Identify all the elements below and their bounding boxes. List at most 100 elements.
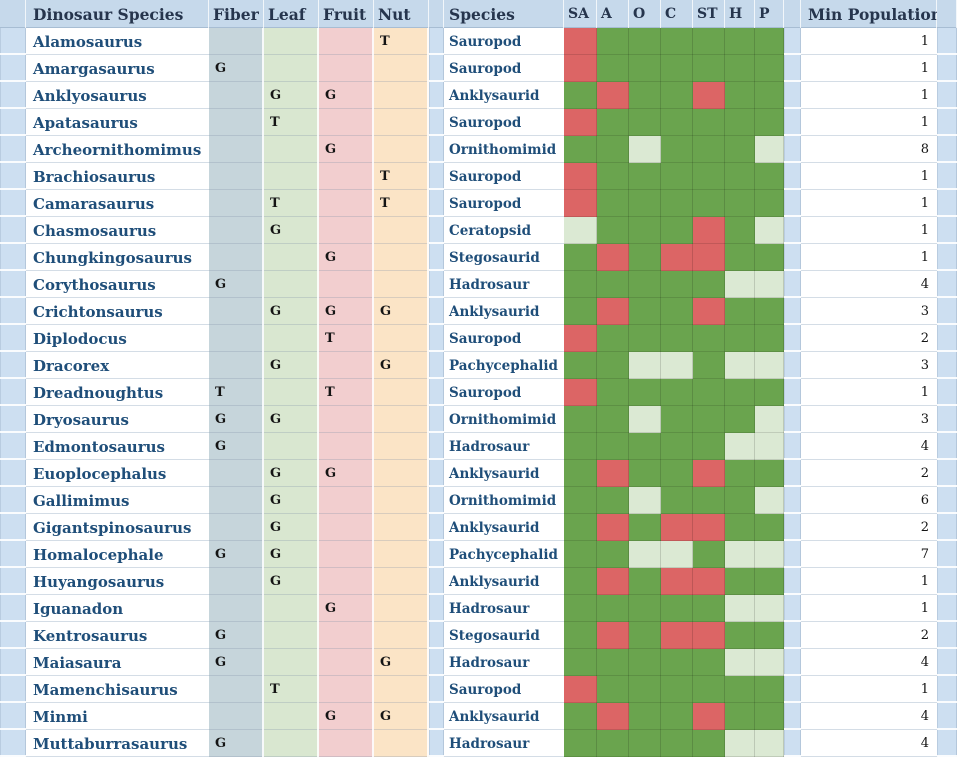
dinosaur-name-cell[interactable]: Gallimimus bbox=[26, 487, 209, 514]
dinosaur-name-cell[interactable]: Muttaburrasaurus bbox=[26, 730, 209, 757]
fruit-cell[interactable] bbox=[319, 649, 374, 676]
min-population-cell[interactable]: 4 bbox=[801, 433, 937, 460]
nut-cell[interactable] bbox=[374, 271, 429, 298]
min-population-cell[interactable]: 1 bbox=[801, 379, 937, 406]
fruit-cell[interactable]: T bbox=[319, 379, 374, 406]
fruit-cell[interactable] bbox=[319, 217, 374, 244]
matrix-cell-h[interactable] bbox=[725, 433, 755, 460]
matrix-cell-c[interactable] bbox=[661, 595, 693, 622]
species-cell[interactable]: Ornithomimid bbox=[444, 406, 564, 433]
nut-cell[interactable] bbox=[374, 487, 429, 514]
species-cell[interactable]: Anklysaurid bbox=[444, 703, 564, 730]
species-cell[interactable]: Anklysaurid bbox=[444, 568, 564, 595]
matrix-cell-o[interactable] bbox=[629, 568, 661, 595]
dinosaur-name-cell[interactable]: Alamosaurus bbox=[26, 28, 209, 55]
leaf-cell[interactable]: G bbox=[264, 82, 319, 109]
fruit-cell[interactable] bbox=[319, 190, 374, 217]
fiber-cell[interactable] bbox=[209, 109, 264, 136]
matrix-cell-sa[interactable] bbox=[564, 325, 597, 352]
matrix-cell-sa[interactable] bbox=[564, 487, 597, 514]
matrix-cell-p[interactable] bbox=[755, 433, 784, 460]
fiber-cell[interactable]: G bbox=[209, 271, 264, 298]
matrix-cell-h[interactable] bbox=[725, 352, 755, 379]
matrix-cell-c[interactable] bbox=[661, 352, 693, 379]
column-header-leaf[interactable]: Leaf bbox=[264, 0, 319, 28]
species-cell[interactable]: Anklysaurid bbox=[444, 298, 564, 325]
matrix-cell-h[interactable] bbox=[725, 325, 755, 352]
min-population-cell[interactable]: 6 bbox=[801, 487, 937, 514]
min-population-cell[interactable]: 3 bbox=[801, 406, 937, 433]
nut-cell[interactable]: G bbox=[374, 352, 429, 379]
matrix-cell-a[interactable] bbox=[597, 487, 629, 514]
min-population-cell[interactable]: 2 bbox=[801, 325, 937, 352]
leaf-cell[interactable]: G bbox=[264, 217, 319, 244]
species-cell[interactable]: Hadrosaur bbox=[444, 730, 564, 757]
matrix-cell-sa[interactable] bbox=[564, 541, 597, 568]
matrix-cell-o[interactable] bbox=[629, 676, 661, 703]
nut-cell[interactable] bbox=[374, 541, 429, 568]
fiber-cell[interactable] bbox=[209, 325, 264, 352]
matrix-cell-sa[interactable] bbox=[564, 595, 597, 622]
dinosaur-name-cell[interactable]: Maiasaura bbox=[26, 649, 209, 676]
nut-cell[interactable] bbox=[374, 514, 429, 541]
matrix-cell-o[interactable] bbox=[629, 136, 661, 163]
matrix-cell-st[interactable] bbox=[693, 649, 725, 676]
matrix-cell-o[interactable] bbox=[629, 244, 661, 271]
matrix-cell-a[interactable] bbox=[597, 433, 629, 460]
min-population-cell[interactable]: 1 bbox=[801, 190, 937, 217]
leaf-cell[interactable] bbox=[264, 271, 319, 298]
fiber-cell[interactable]: G bbox=[209, 622, 264, 649]
fruit-cell[interactable] bbox=[319, 514, 374, 541]
fruit-cell[interactable] bbox=[319, 163, 374, 190]
matrix-cell-a[interactable] bbox=[597, 649, 629, 676]
matrix-cell-o[interactable] bbox=[629, 622, 661, 649]
dinosaur-name-cell[interactable]: Gigantspinosaurus bbox=[26, 514, 209, 541]
matrix-cell-st[interactable] bbox=[693, 730, 725, 757]
matrix-cell-a[interactable] bbox=[597, 136, 629, 163]
matrix-cell-c[interactable] bbox=[661, 298, 693, 325]
fiber-cell[interactable] bbox=[209, 460, 264, 487]
matrix-cell-o[interactable] bbox=[629, 352, 661, 379]
dinosaur-name-cell[interactable]: Homalocephale bbox=[26, 541, 209, 568]
species-cell[interactable]: Ornithomimid bbox=[444, 136, 564, 163]
matrix-cell-p[interactable] bbox=[755, 28, 784, 55]
species-cell[interactable]: Anklysaurid bbox=[444, 460, 564, 487]
matrix-cell-p[interactable] bbox=[755, 55, 784, 82]
matrix-cell-sa[interactable] bbox=[564, 298, 597, 325]
min-population-cell[interactable]: 8 bbox=[801, 136, 937, 163]
nut-cell[interactable] bbox=[374, 622, 429, 649]
species-cell[interactable]: Hadrosaur bbox=[444, 433, 564, 460]
matrix-cell-p[interactable] bbox=[755, 703, 784, 730]
matrix-cell-p[interactable] bbox=[755, 190, 784, 217]
dinosaur-name-cell[interactable]: Camarasaurus bbox=[26, 190, 209, 217]
matrix-cell-h[interactable] bbox=[725, 595, 755, 622]
fiber-cell[interactable] bbox=[209, 595, 264, 622]
matrix-cell-st[interactable] bbox=[693, 406, 725, 433]
fiber-cell[interactable]: G bbox=[209, 541, 264, 568]
dinosaur-name-cell[interactable]: Huyangosaurus bbox=[26, 568, 209, 595]
matrix-cell-h[interactable] bbox=[725, 136, 755, 163]
matrix-cell-a[interactable] bbox=[597, 541, 629, 568]
matrix-cell-st[interactable] bbox=[693, 136, 725, 163]
matrix-cell-c[interactable] bbox=[661, 163, 693, 190]
matrix-cell-p[interactable] bbox=[755, 298, 784, 325]
matrix-cell-h[interactable] bbox=[725, 298, 755, 325]
matrix-cell-c[interactable] bbox=[661, 460, 693, 487]
matrix-cell-a[interactable] bbox=[597, 352, 629, 379]
fruit-cell[interactable] bbox=[319, 55, 374, 82]
matrix-cell-h[interactable] bbox=[725, 487, 755, 514]
min-population-cell[interactable]: 1 bbox=[801, 676, 937, 703]
matrix-cell-st[interactable] bbox=[693, 379, 725, 406]
nut-cell[interactable] bbox=[374, 82, 429, 109]
species-cell[interactable]: Ceratopsid bbox=[444, 217, 564, 244]
matrix-cell-c[interactable] bbox=[661, 676, 693, 703]
matrix-cell-p[interactable] bbox=[755, 676, 784, 703]
nut-cell[interactable] bbox=[374, 568, 429, 595]
matrix-cell-c[interactable] bbox=[661, 190, 693, 217]
fruit-cell[interactable] bbox=[319, 271, 374, 298]
matrix-cell-h[interactable] bbox=[725, 460, 755, 487]
column-header-fiber[interactable]: Fiber bbox=[209, 0, 264, 28]
nut-cell[interactable] bbox=[374, 217, 429, 244]
matrix-cell-st[interactable] bbox=[693, 298, 725, 325]
min-population-cell[interactable]: 1 bbox=[801, 595, 937, 622]
